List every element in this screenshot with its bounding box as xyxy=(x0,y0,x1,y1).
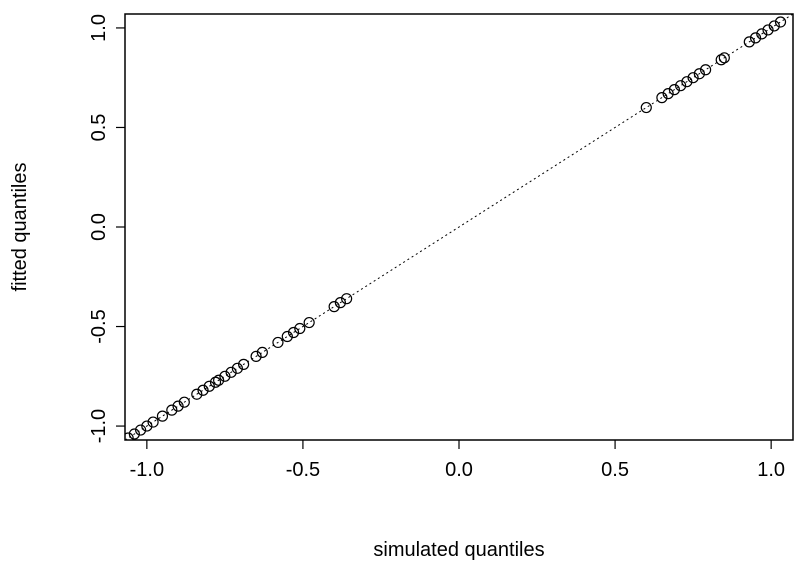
data-point xyxy=(166,404,178,416)
data-point xyxy=(281,330,293,343)
data-point xyxy=(197,384,209,396)
data-point xyxy=(287,326,300,339)
data-point xyxy=(681,76,693,88)
data-point xyxy=(334,297,346,309)
data-point xyxy=(675,80,687,92)
y-axis-title: fitted quantiles xyxy=(9,163,31,292)
data-point xyxy=(749,32,762,44)
data-point xyxy=(231,362,243,374)
reference-line xyxy=(125,14,793,440)
x-tick-label: 0.0 xyxy=(445,459,473,481)
data-point xyxy=(209,376,222,388)
data-point xyxy=(213,374,225,386)
data-point xyxy=(219,370,231,382)
y-tick-label: 1.0 xyxy=(88,14,110,42)
data-point xyxy=(743,36,755,48)
data-point xyxy=(203,380,215,392)
data-point xyxy=(147,416,159,428)
data-point xyxy=(272,336,284,349)
data-point xyxy=(128,428,140,440)
data-point xyxy=(762,24,774,36)
data-points-layer xyxy=(125,16,787,440)
data-point xyxy=(156,410,169,422)
data-point xyxy=(191,388,203,400)
data-point xyxy=(699,64,712,76)
data-point xyxy=(141,420,153,432)
reference-line-layer xyxy=(125,14,793,440)
data-point xyxy=(294,322,306,335)
x-axis-title: simulated quantiles xyxy=(373,539,544,561)
data-point xyxy=(225,366,237,378)
data-point xyxy=(693,68,705,80)
data-point xyxy=(328,301,340,313)
data-point xyxy=(238,358,250,370)
data-point xyxy=(662,88,674,100)
x-axis: -1.0 -0.5 0.0 0.5 1.0 xyxy=(130,440,785,481)
y-tick-label: -1.0 xyxy=(88,409,110,443)
data-point xyxy=(756,28,768,40)
data-point xyxy=(774,16,787,28)
y-axis: -1.0 -0.5 0.0 0.5 1.0 xyxy=(88,14,125,443)
x-tick-label: 1.0 xyxy=(757,459,785,481)
data-point xyxy=(303,316,315,329)
data-point xyxy=(250,350,262,362)
data-point xyxy=(687,72,699,84)
data-point xyxy=(718,52,730,64)
data-point xyxy=(125,432,134,440)
y-tick-label: -0.5 xyxy=(88,309,110,343)
x-tick-label: -0.5 xyxy=(286,459,320,481)
data-point xyxy=(656,92,668,104)
y-tick-label: 0.0 xyxy=(88,213,110,241)
x-tick-label: 0.5 xyxy=(601,459,629,481)
data-point xyxy=(640,101,652,114)
x-tick-label: -1.0 xyxy=(130,459,164,481)
data-point xyxy=(668,84,680,96)
data-point xyxy=(341,293,353,305)
data-point xyxy=(715,54,727,66)
data-point xyxy=(178,396,190,408)
data-point xyxy=(768,20,780,32)
data-point xyxy=(256,346,268,359)
y-tick-label: 0.5 xyxy=(88,114,110,142)
data-point xyxy=(135,424,147,436)
data-point xyxy=(172,400,184,412)
